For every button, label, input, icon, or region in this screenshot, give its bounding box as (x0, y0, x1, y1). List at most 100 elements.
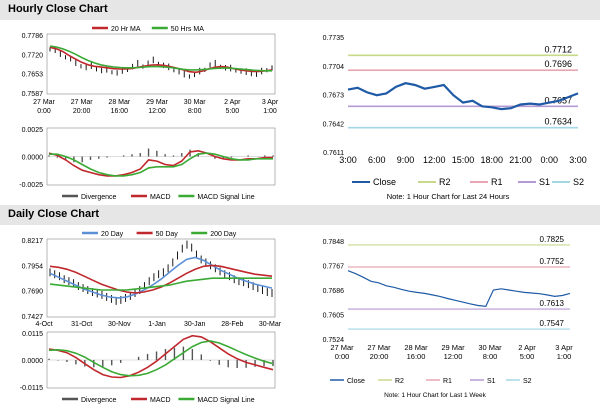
y-tick-label: 0.7673 (323, 93, 345, 100)
daily-section-title: Daily Close Chart (8, 208, 100, 220)
close-line (347, 82, 579, 111)
y-tick-label: 0.7786 (22, 33, 44, 40)
y-tick-label: 0.7720 (22, 52, 44, 59)
legend-label: R2 (439, 177, 451, 187)
y-tick-label: 0.7605 (323, 313, 345, 320)
x-tick-label: 29 Mar (441, 343, 465, 352)
x-tick-label: 3 Apr (262, 99, 279, 106)
x-tick-label: 28 Mar (404, 343, 428, 352)
y-tick-label: -0.0025 (19, 182, 43, 189)
level-label-r2: 0.7825 (540, 235, 565, 244)
chart-svg: 0.0115 0.0000 -0.0115 Divergence MACD MACD Si… (20, 331, 276, 404)
x-tick-label: 1:00 (263, 108, 277, 115)
hourly-price-legend-label: 50 Hrs MA (171, 26, 204, 33)
y-tick-label: 0.0000 (22, 358, 44, 365)
x-tick-label: 18:00 (480, 155, 503, 165)
daily-macd-legend-label: Divergence (81, 397, 117, 404)
hourly-section-title: Hourly Close Chart (8, 3, 108, 15)
legend-label: S2 (523, 378, 532, 385)
daily-price-legend-label: 50 Day (156, 231, 179, 238)
x-tick-label: 9:00 (397, 155, 415, 165)
x-tick-label: 20:00 (370, 352, 389, 361)
x-tick-label: 30 Mar (184, 99, 206, 106)
y-tick-label: 0.7954 (22, 263, 44, 270)
x-tick-label: 3 Apr (555, 343, 573, 352)
x-tick-label: 30-Nov (108, 321, 131, 328)
y-tick-label: 0.0115 (22, 331, 43, 338)
legend-label: S1 (539, 177, 550, 187)
chart-svg: 0.7735 0.7704 0.7673 0.7642 0.7611 0.7712 0.76… (323, 35, 587, 201)
y-tick-label: 0.7704 (323, 64, 345, 71)
x-tick-label: 5:00 (226, 108, 240, 115)
ma50-day-line (49, 264, 273, 294)
hourly-macd-chart: 0.0025 0.0000 -0.0025 Divergence MACD MACD Si… (0, 122, 300, 205)
daily-section-header: Daily Close Chart (0, 205, 600, 225)
x-tick-label: 12:00 (148, 108, 166, 115)
daily-price-legend-label: 20 Day (101, 231, 124, 238)
x-tick-label: 2 Apr (224, 99, 241, 106)
chart-note: Note: 1 Hour Chart for Last 24 Hours (387, 192, 510, 201)
daily-pivot-chart: 0.7848 0.7767 0.7686 0.7605 0.7524 0.7825 0.77… (300, 225, 600, 413)
signal-line (49, 152, 273, 177)
x-tick-label: 2 Apr (518, 343, 536, 352)
legend-label: R2 (395, 378, 404, 385)
level-label-s2: 0.7547 (540, 319, 565, 328)
macd-line (48, 149, 273, 177)
y-tick-label: 0.7587 (22, 91, 44, 98)
chart-svg: 0.7848 0.7767 0.7686 0.7605 0.7524 0.7825 0.77… (323, 235, 574, 399)
hourly-macd-legend-label: MACD Signal Line (197, 194, 254, 201)
x-tick-label: 30-Jan (184, 321, 206, 328)
y-tick-label: 0.7524 (323, 337, 345, 344)
y-tick-label: 0.0000 (22, 155, 44, 162)
ma200-day-line (49, 277, 272, 291)
hourly-section-header: Hourly Close Chart (0, 0, 600, 20)
level-label-r1: 0.7752 (540, 257, 565, 266)
x-tick-label: 30 Mar (478, 343, 502, 352)
level-label-r2: 0.7712 (544, 44, 572, 54)
chart-svg: 20 Hr MA 50 Hrs MA 0.7786 0.7720 0.7653 0.758… (22, 26, 279, 115)
daily-macd-legend-label: MACD (150, 397, 171, 404)
x-tick-label: 28-Feb (221, 321, 243, 328)
plot-frame (46, 33, 276, 95)
y-tick-label: 0.8217 (22, 238, 44, 245)
y-tick-label: 0.7427 (22, 314, 44, 321)
x-tick-label: 28 Mar (108, 99, 130, 106)
x-tick-label: 3:00 (569, 155, 587, 165)
hourly-price-chart: 20 Hr MA 50 Hrs MA 0.7786 0.7720 0.7653 0.758… (0, 20, 300, 122)
close-line (347, 270, 571, 308)
x-tick-label: 29 Mar (146, 99, 168, 106)
signal-line (48, 340, 274, 377)
y-tick-label: -0.0115 (20, 385, 43, 392)
y-tick-label: 0.7611 (323, 150, 344, 157)
y-tick-label: 0.7848 (323, 239, 345, 246)
x-tick-label: 27 Mar (367, 343, 391, 352)
chart-note: Note: 1 Hour Chart for Last 1 Week (384, 392, 487, 399)
ma50-line (49, 45, 272, 72)
daily-macd-legend-label: MACD Signal Line (197, 397, 254, 404)
daily-price-legend-label: 200 Day (210, 231, 237, 238)
y-tick-label: 0.7767 (323, 264, 345, 271)
x-tick-label: 0:00 (37, 108, 51, 115)
x-tick-label: 6:00 (368, 155, 386, 165)
x-tick-label: 27 Mar (71, 99, 93, 106)
chart-svg: 20 Day 50 Day 200 Day 0.8217 0.7954 0.7690 0.7… (22, 231, 282, 328)
chart-svg: 0.0025 0.0000 -0.0025 Divergence MACD MACD Si… (19, 127, 276, 201)
y-tick-label: 0.7690 (22, 289, 44, 296)
y-tick-label: 0.7642 (323, 121, 345, 128)
x-tick-label: 20:00 (73, 108, 91, 115)
y-tick-label: 0.7653 (22, 72, 44, 79)
hourly-price-legend-label: 20 Hr MA (111, 26, 141, 33)
daily-price-chart: 20 Day 50 Day 200 Day 0.8217 0.7954 0.7690 0.7… (0, 225, 300, 330)
x-tick-label: 27 Mar (33, 99, 55, 106)
x-tick-label: 0:00 (540, 155, 558, 165)
x-tick-label: 16:00 (407, 352, 426, 361)
legend-label: R1 (443, 378, 452, 385)
level-label-r1: 0.7696 (544, 59, 572, 69)
x-tick-label: 0:00 (335, 352, 350, 361)
legend-label: Close (347, 378, 365, 385)
legend-label: S1 (487, 378, 496, 385)
x-tick-label: 31-Oct (71, 321, 92, 328)
legend-label: R1 (491, 177, 503, 187)
x-tick-label: 5:00 (520, 352, 535, 361)
x-tick-label: 1-Jan (148, 321, 166, 328)
